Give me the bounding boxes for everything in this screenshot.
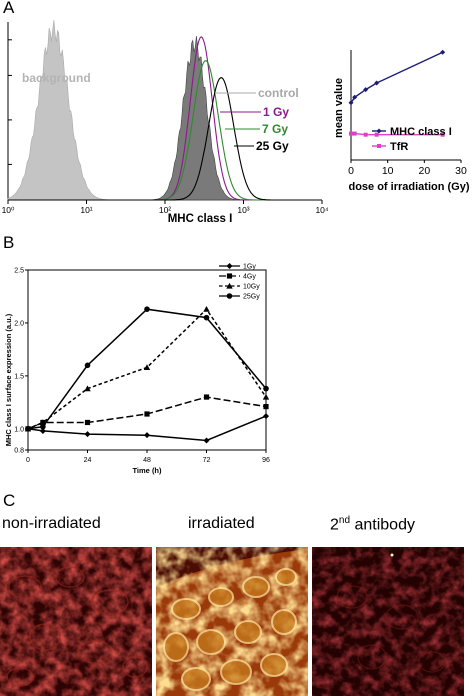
micrograph-image bbox=[312, 547, 464, 696]
inset-legend-marker bbox=[377, 144, 381, 148]
label-control: control bbox=[258, 86, 299, 100]
micrograph-image bbox=[0, 547, 152, 696]
inset-x-tick-label: 10 bbox=[382, 165, 394, 177]
inset-legend-label: MHC class I bbox=[390, 126, 452, 138]
inset-point bbox=[352, 131, 357, 136]
data-point bbox=[262, 393, 270, 400]
inset-x-tick-label: 20 bbox=[418, 165, 430, 177]
series-line-10gy bbox=[27, 308, 267, 430]
data-point bbox=[84, 431, 91, 438]
micrograph-label-second-antibody: 2nd antibody bbox=[330, 515, 415, 534]
inset-y-axis-label: mean value bbox=[333, 78, 345, 138]
micrograph-label-text-rest: antibody bbox=[350, 516, 415, 534]
micrograph-image bbox=[156, 547, 308, 696]
x-tick-label: 48 bbox=[143, 457, 151, 464]
inset-point bbox=[374, 132, 379, 137]
micrograph-label-text: 2 bbox=[330, 516, 339, 534]
inset-point bbox=[349, 131, 353, 136]
data-point bbox=[263, 385, 269, 392]
label-1gy: 1 Gy bbox=[263, 105, 289, 119]
data-point bbox=[84, 362, 91, 369]
legend-label: 4Gy bbox=[243, 274, 256, 281]
x-tick-label: 72 bbox=[203, 457, 211, 464]
data-point bbox=[144, 411, 150, 417]
data-point bbox=[203, 437, 210, 444]
inset-point bbox=[363, 87, 369, 93]
micrograph-irradiated bbox=[156, 547, 308, 696]
micrograph-second-antibody bbox=[312, 547, 464, 696]
histogram-chart: 10⁰ 10¹ 10² 10³ 10⁴ MHC class I background cont… bbox=[2, 20, 329, 225]
x-tick-label: 10⁰ bbox=[2, 205, 15, 215]
micrograph-label-non-irradiated: non-irradiated bbox=[2, 515, 101, 533]
x-tick-label: 10⁴ bbox=[315, 205, 328, 215]
label-background: background bbox=[22, 71, 91, 85]
y-tick-label: 1.5 bbox=[14, 373, 24, 380]
data-point bbox=[39, 427, 46, 434]
y-tick-label: 1.0 bbox=[14, 426, 24, 433]
data-point bbox=[203, 314, 210, 321]
micrograph-label-text: non-irradiated bbox=[2, 515, 101, 532]
legend-marker bbox=[226, 282, 233, 289]
legend-label: 10Gy bbox=[243, 284, 260, 291]
legend-marker bbox=[226, 293, 233, 299]
inset-point bbox=[440, 132, 445, 137]
x-tick-label: 10² bbox=[159, 205, 171, 215]
data-point bbox=[203, 394, 210, 400]
data-point bbox=[84, 419, 91, 426]
y-tick-label: 2.5 bbox=[14, 268, 24, 275]
inset-x-axis-label: dose of irradiation (Gy) bbox=[348, 181, 469, 193]
x-tick-label: 96 bbox=[262, 457, 270, 464]
y-tick-label: 0.8 bbox=[14, 448, 24, 455]
legend-label: 25Gy bbox=[243, 294, 260, 301]
panel-c-letter: C bbox=[3, 491, 16, 510]
x-tick-label: 10³ bbox=[237, 205, 249, 215]
data-point bbox=[203, 305, 210, 312]
data-point bbox=[40, 423, 46, 430]
inset-point bbox=[363, 132, 368, 137]
inset-x-tick-label: 0 bbox=[348, 165, 354, 177]
y-tick-label: 2.0 bbox=[14, 320, 24, 327]
data-point bbox=[263, 413, 269, 420]
legend-marker bbox=[226, 263, 233, 269]
label-25gy: 25 Gy bbox=[256, 139, 289, 153]
data-point bbox=[25, 426, 31, 432]
time-course-chart: 0.8 1.0 1.5 2.0 2.5 0 24 48 72 96 Time (h) MHC clas… bbox=[4, 263, 270, 475]
inset-legend-label: TfR bbox=[390, 141, 408, 153]
data-point bbox=[144, 306, 150, 312]
inset-point bbox=[374, 80, 380, 86]
label-7gy: 7 Gy bbox=[262, 122, 288, 136]
micrograph-label-superscript: nd bbox=[338, 515, 351, 526]
y-axis-label: MHC class I surface expression (a.u.) bbox=[4, 313, 13, 446]
inset-point bbox=[348, 100, 354, 106]
data-point bbox=[263, 403, 269, 410]
x-tick-label: 24 bbox=[84, 457, 92, 464]
micrograph-label-irradiated: irradiated bbox=[188, 515, 255, 533]
panel-a-letter: A bbox=[3, 0, 15, 17]
legend-marker bbox=[226, 273, 233, 279]
inset-point bbox=[352, 94, 358, 100]
dose-response-chart: 0 10 20 30 dose of irradiation (Gy) mean valu… bbox=[333, 49, 470, 193]
data-point bbox=[84, 385, 91, 392]
micrograph-label-text: irradiated bbox=[188, 515, 255, 532]
data-point bbox=[143, 364, 151, 371]
inset-point bbox=[440, 49, 446, 55]
x-tick-label: 10¹ bbox=[80, 205, 92, 215]
panel-b-letter: B bbox=[3, 233, 15, 252]
inset-x-tick-label: 30 bbox=[455, 165, 467, 177]
micrograph-non-irradiated bbox=[0, 547, 152, 696]
inset-line-mhc-class-i bbox=[350, 51, 443, 104]
x-axis-label: Time (h) bbox=[132, 466, 162, 475]
inset-legend-marker bbox=[376, 128, 382, 134]
x-axis-label: MHC class I bbox=[168, 213, 233, 225]
data-point bbox=[144, 432, 150, 439]
x-tick-label: 0 bbox=[26, 457, 30, 464]
legend-label: 1Gy bbox=[243, 264, 256, 271]
